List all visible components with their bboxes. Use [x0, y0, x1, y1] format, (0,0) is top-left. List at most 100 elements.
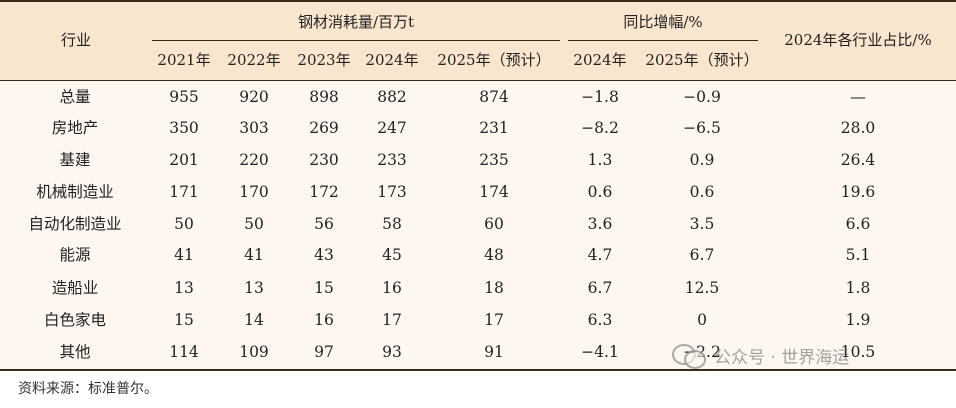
cell-share: 1.9 [845, 311, 871, 329]
cell-industry: 机械制造业 [36, 183, 114, 201]
cell-2021: 50 [174, 215, 194, 233]
source-note: 资料来源：标准普尔。 [18, 381, 158, 397]
watermark-text: 公众号 · 世界海运 [714, 347, 850, 368]
cell-2024: 173 [377, 183, 407, 201]
cell-industry: 总量 [59, 88, 91, 106]
header-year-2024: 2024年 [365, 51, 419, 69]
cell-2022: 170 [239, 183, 269, 201]
top-rule [0, 0, 956, 2]
cell-share: 5.1 [845, 246, 871, 264]
cell-2024: 17 [382, 311, 402, 329]
cell-growth-2025: −0.9 [683, 88, 721, 106]
cell-2021: 15 [174, 311, 194, 329]
cell-2021: 201 [169, 151, 199, 169]
cell-2024: 882 [377, 88, 407, 106]
cell-2023: 269 [309, 119, 339, 137]
cell-growth-2024: 6.3 [587, 311, 613, 329]
cell-share: 10.5 [840, 343, 876, 361]
cell-2022: 50 [244, 215, 264, 233]
header-bottom-rule [0, 80, 956, 81]
cell-growth-2024: 0.6 [587, 183, 613, 201]
cell-2021: 171 [169, 183, 199, 201]
cell-2025: 18 [484, 279, 504, 297]
cell-share: — [850, 88, 866, 106]
header-group-share: 2024年各行业占比/% [784, 31, 932, 49]
cell-2022: 13 [244, 279, 264, 297]
cell-2021: 114 [169, 343, 199, 361]
cell-2021: 13 [174, 279, 194, 297]
cell-2023: 172 [309, 183, 339, 201]
bottom-rule [0, 369, 956, 371]
cell-growth-2024: −8.2 [581, 119, 619, 137]
cell-2025: 874 [479, 88, 509, 106]
cell-2025: 91 [484, 343, 504, 361]
cell-industry: 房地产 [51, 119, 99, 137]
cell-2023: 97 [314, 343, 334, 361]
cell-industry: 造船业 [51, 279, 99, 297]
cell-growth-2025: 0 [697, 311, 707, 329]
cell-share: 26.4 [840, 151, 876, 169]
steel-consumption-table: 行业 钢材消耗量/百万t 同比增幅/% 2024年各行业占比/% 2021年 2… [0, 0, 956, 371]
cell-2021: 955 [169, 88, 199, 106]
cell-2022: 41 [244, 246, 264, 264]
cell-share: 6.6 [845, 215, 871, 233]
cell-2023: 16 [314, 311, 334, 329]
cell-growth-2024: −1.8 [581, 88, 619, 106]
cell-2024: 58 [382, 215, 402, 233]
cell-2025: 231 [479, 119, 509, 137]
cell-growth-2025: 6.7 [689, 246, 715, 264]
cell-industry: 白色家电 [43, 311, 106, 329]
cell-growth-2024: 1.3 [587, 151, 613, 169]
header-group-consumption: 钢材消耗量/百万t [297, 13, 415, 31]
header-year-2021: 2021年 [157, 51, 211, 69]
cell-growth-2025: 0.9 [689, 151, 715, 169]
cell-share: 28.0 [840, 119, 876, 137]
cell-industry: 自动化制造业 [28, 215, 122, 233]
cell-industry: 能源 [59, 246, 91, 264]
cell-2023: 56 [314, 215, 334, 233]
cell-2022: 220 [239, 151, 269, 169]
cell-share: 19.6 [840, 183, 876, 201]
cell-2022: 14 [244, 311, 264, 329]
cell-growth-2024: −4.1 [581, 343, 619, 361]
cell-growth-2025: 0.6 [689, 183, 715, 201]
header-growth-2024: 2024年 [573, 51, 627, 69]
header-growth-2025: 2025年（预计） [645, 51, 759, 69]
cell-2024: 247 [377, 119, 407, 137]
cell-2023: 230 [309, 151, 339, 169]
cell-2025: 174 [479, 183, 509, 201]
cell-growth-2024: 6.7 [587, 279, 613, 297]
watermark: 公众号 · 世界海运 [672, 340, 849, 370]
cell-2023: 898 [309, 88, 339, 106]
cell-2024: 93 [382, 343, 402, 361]
wechat-icon [672, 342, 706, 369]
cell-2021: 41 [174, 246, 194, 264]
header-industry: 行业 [60, 31, 91, 49]
cell-2025: 235 [479, 151, 509, 169]
cell-industry: 基建 [59, 151, 91, 169]
header-year-2022: 2022年 [227, 51, 281, 69]
cell-2022: 920 [239, 88, 269, 106]
header-group-growth: 同比增幅/% [623, 13, 703, 31]
group-rule-consumption [152, 40, 560, 41]
cell-2024: 233 [377, 151, 407, 169]
group-rule-growth [568, 40, 758, 41]
cell-2025: 60 [484, 215, 504, 233]
cell-2022: 303 [239, 119, 269, 137]
cell-2023: 15 [314, 279, 334, 297]
cell-share: 1.8 [845, 279, 871, 297]
cell-industry: 其他 [59, 343, 91, 361]
cell-2021: 350 [169, 119, 199, 137]
header-year-2023: 2023年 [297, 51, 351, 69]
cell-2025: 48 [484, 246, 504, 264]
header-year-2025: 2025年（预计） [437, 51, 551, 69]
cell-growth-2024: 4.7 [587, 246, 613, 264]
cell-growth-2025: 3.5 [689, 215, 715, 233]
cell-growth-2025: −6.5 [683, 119, 721, 137]
cell-growth-2025: 12.5 [684, 279, 720, 297]
cell-2025: 17 [484, 311, 504, 329]
cell-2024: 45 [382, 246, 402, 264]
cell-2023: 43 [314, 246, 334, 264]
cell-growth-2024: 3.6 [587, 215, 613, 233]
cell-2022: 109 [239, 343, 269, 361]
